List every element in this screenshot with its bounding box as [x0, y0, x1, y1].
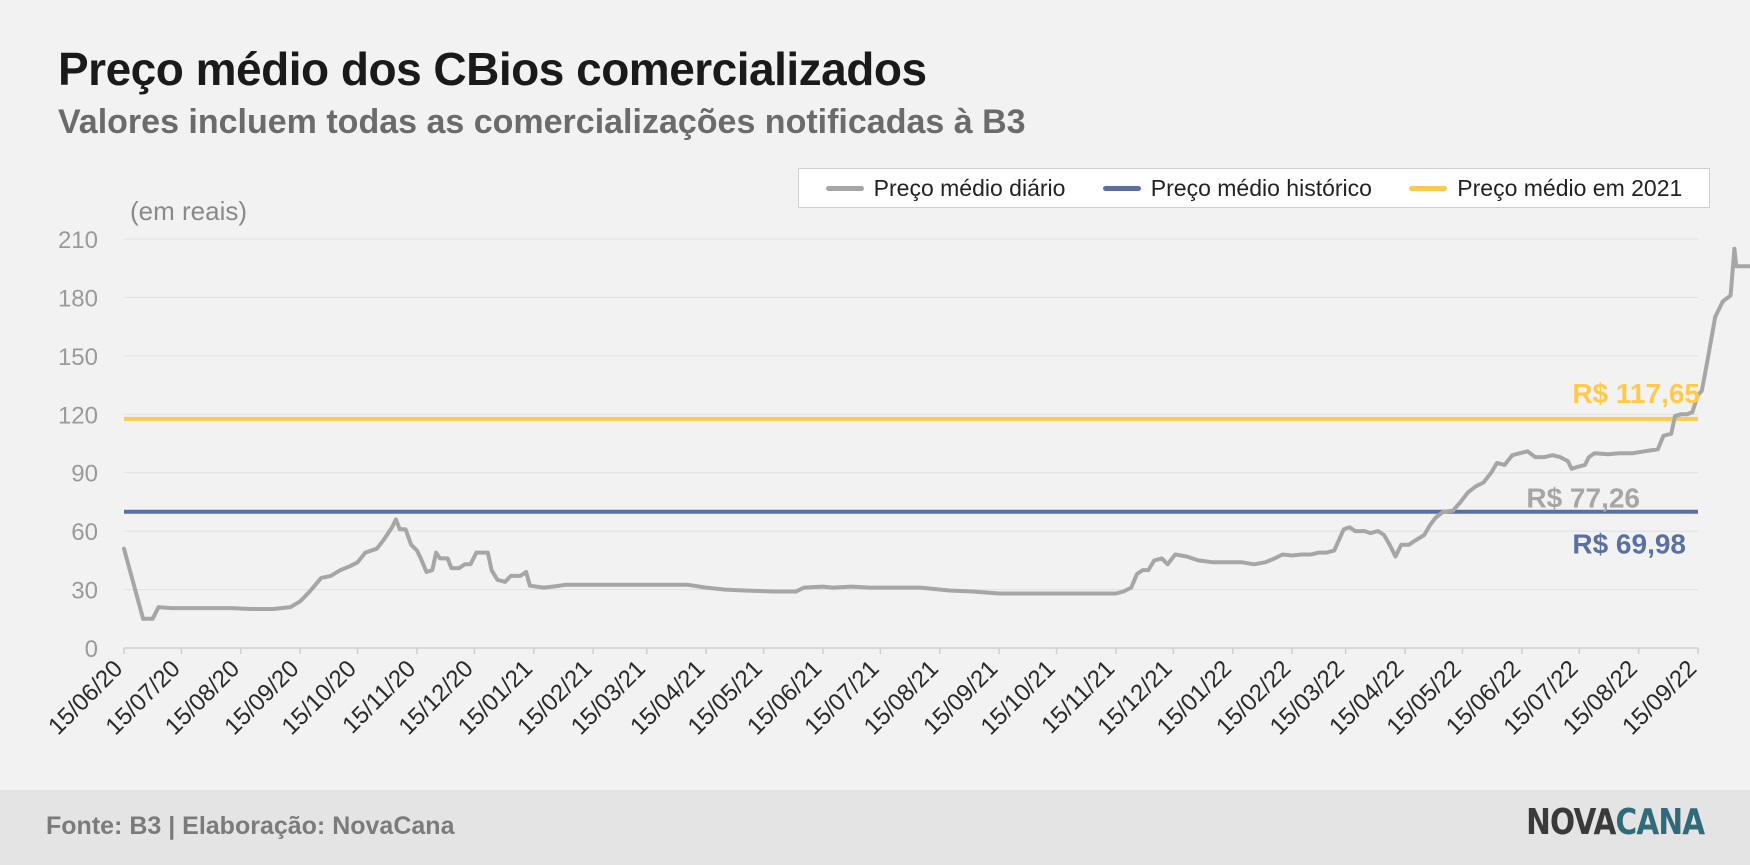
- legend-label-2021: Preço médio em 2021: [1457, 174, 1683, 201]
- logo-part-nova: NOVA: [1525, 802, 1616, 843]
- y-tick-label: 210: [58, 227, 98, 254]
- y-tick-label: 120: [58, 402, 98, 429]
- legend-swatch-daily: [825, 185, 864, 191]
- logo-part-cana: CANA: [1615, 802, 1705, 843]
- y-tick-label: 180: [58, 285, 98, 312]
- y-axis-unit-label: (em reais): [130, 196, 248, 226]
- legend-label-historic: Preço médio histórico: [1150, 174, 1372, 201]
- legend-item-historic: Preço médio histórico: [1102, 174, 1372, 202]
- annotation-last-daily-price: R$ 77,26: [1526, 483, 1640, 514]
- legend-swatch-2021: [1409, 185, 1448, 191]
- chart-legend: Preço médio diário Preço médio histórico…: [798, 168, 1710, 208]
- legend-label-daily: Preço médio diário: [873, 174, 1066, 201]
- legend-item-daily: Preço médio diário: [825, 174, 1066, 202]
- annotation-historic-average: R$ 69,98: [1572, 529, 1686, 560]
- price-chart: 030609012015018021015/06/2015/07/2015/08…: [43, 227, 1750, 740]
- y-tick-label: 30: [71, 578, 98, 605]
- chart-title: Preço médio dos CBios comercializados: [58, 43, 927, 95]
- y-tick-label: 60: [71, 519, 98, 546]
- y-tick-label: 150: [58, 344, 98, 371]
- legend-item-2021: Preço médio em 2021: [1409, 175, 1682, 202]
- source-note: Fonte: B3 | Elaboração: NovaCana: [46, 812, 455, 840]
- novacana-logo: NOVACANA: [1525, 802, 1705, 843]
- footer: Fonte: B3 | Elaboração: NovaCana NOVACAN…: [0, 790, 1750, 865]
- legend-swatch-historic: [1102, 185, 1141, 191]
- y-tick-label: 0: [85, 636, 98, 663]
- series-line-daily-price: [122, 246, 1750, 621]
- annotation-2021-average: R$ 117,65: [1572, 378, 1700, 409]
- chart-subtitle: Valores incluem todas as comercializaçõe…: [58, 103, 1026, 141]
- y-tick-label: 90: [71, 461, 98, 488]
